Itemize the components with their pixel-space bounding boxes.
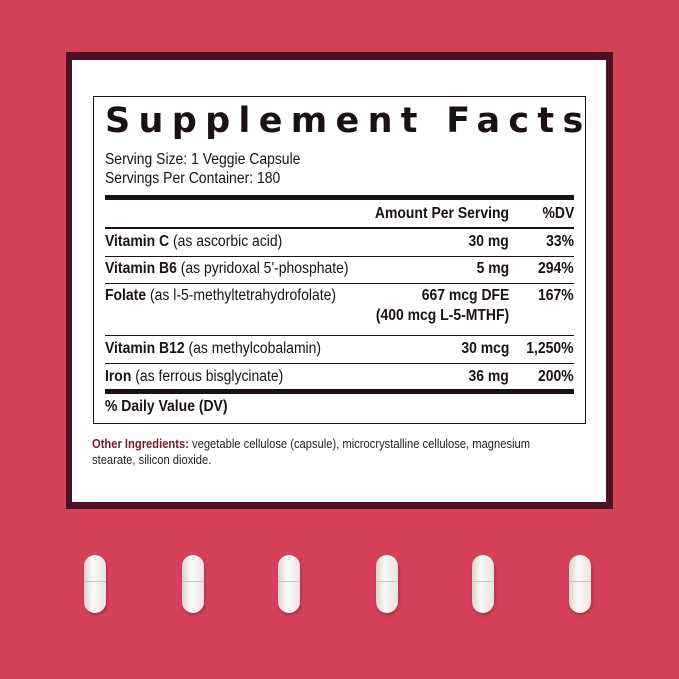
daily-value-note: % Daily Value (DV)	[105, 398, 228, 415]
nutrient-amount: 30 mg	[468, 233, 509, 250]
divider	[105, 256, 574, 257]
capsule-image	[84, 555, 106, 613]
nutrient-source: (as l-5-methyltetrahydrofolate)	[149, 287, 337, 304]
supplement-facts-panel: Supplement Facts Serving Size: 1 Veggie …	[93, 96, 586, 424]
servings-per-container: Servings Per Container: 180	[105, 170, 281, 187]
capsule-image	[376, 555, 398, 613]
other-ingredients: Other Ingredients: vegetable cellulose (…	[92, 436, 574, 468]
dv-header: %DV	[542, 205, 574, 222]
nutrient-source: (as ascorbic acid)	[172, 233, 283, 250]
nutrient-amount: 667 mcg DFE	[421, 287, 509, 304]
divider	[105, 363, 574, 364]
other-ingredients-text: vegetable cellulose (capsule), microcrys…	[92, 436, 531, 467]
nutrient-source: (as methylcobalamin)	[188, 340, 322, 357]
capsule-image	[182, 555, 204, 613]
panel-title: Supplement Facts	[105, 101, 592, 141]
amount-header: Amount Per Serving	[374, 205, 509, 222]
nutrient-dv: 294%	[538, 260, 574, 277]
thick-divider	[105, 195, 574, 200]
nutrient-name: Vitamin C	[105, 233, 170, 250]
divider	[105, 283, 574, 284]
divider	[105, 335, 574, 336]
nutrient-dv: 200%	[538, 368, 574, 385]
label-card	[72, 60, 606, 502]
nutrient-amount: 5 mg	[476, 260, 509, 277]
nutrient-amount-secondary: (400 mcg L-5-MTHF)	[375, 307, 509, 324]
nutrient-name: Vitamin B12	[105, 340, 185, 357]
nutrient-dv: 1,250%	[526, 340, 574, 357]
other-ingredients-label: Other Ingredients:	[92, 436, 189, 451]
nutrient-dv: 167%	[538, 287, 574, 304]
thick-divider	[105, 389, 574, 394]
divider	[105, 227, 574, 229]
nutrient-source: (as pyridoxal 5'-phosphate)	[180, 260, 349, 277]
capsule-image	[569, 555, 591, 613]
serving-size: Serving Size: 1 Veggie Capsule	[105, 151, 301, 168]
nutrient-name: Folate	[105, 287, 147, 304]
capsule-image	[278, 555, 300, 613]
nutrient-dv: 33%	[546, 233, 574, 250]
nutrient-source: (as ferrous bisglycinate)	[135, 368, 284, 385]
nutrient-amount: 30 mcg	[460, 340, 509, 357]
capsule-image	[472, 555, 494, 613]
nutrient-amount: 36 mg	[468, 368, 509, 385]
nutrient-name: Iron	[105, 368, 132, 385]
nutrient-name: Vitamin B6	[105, 260, 177, 277]
